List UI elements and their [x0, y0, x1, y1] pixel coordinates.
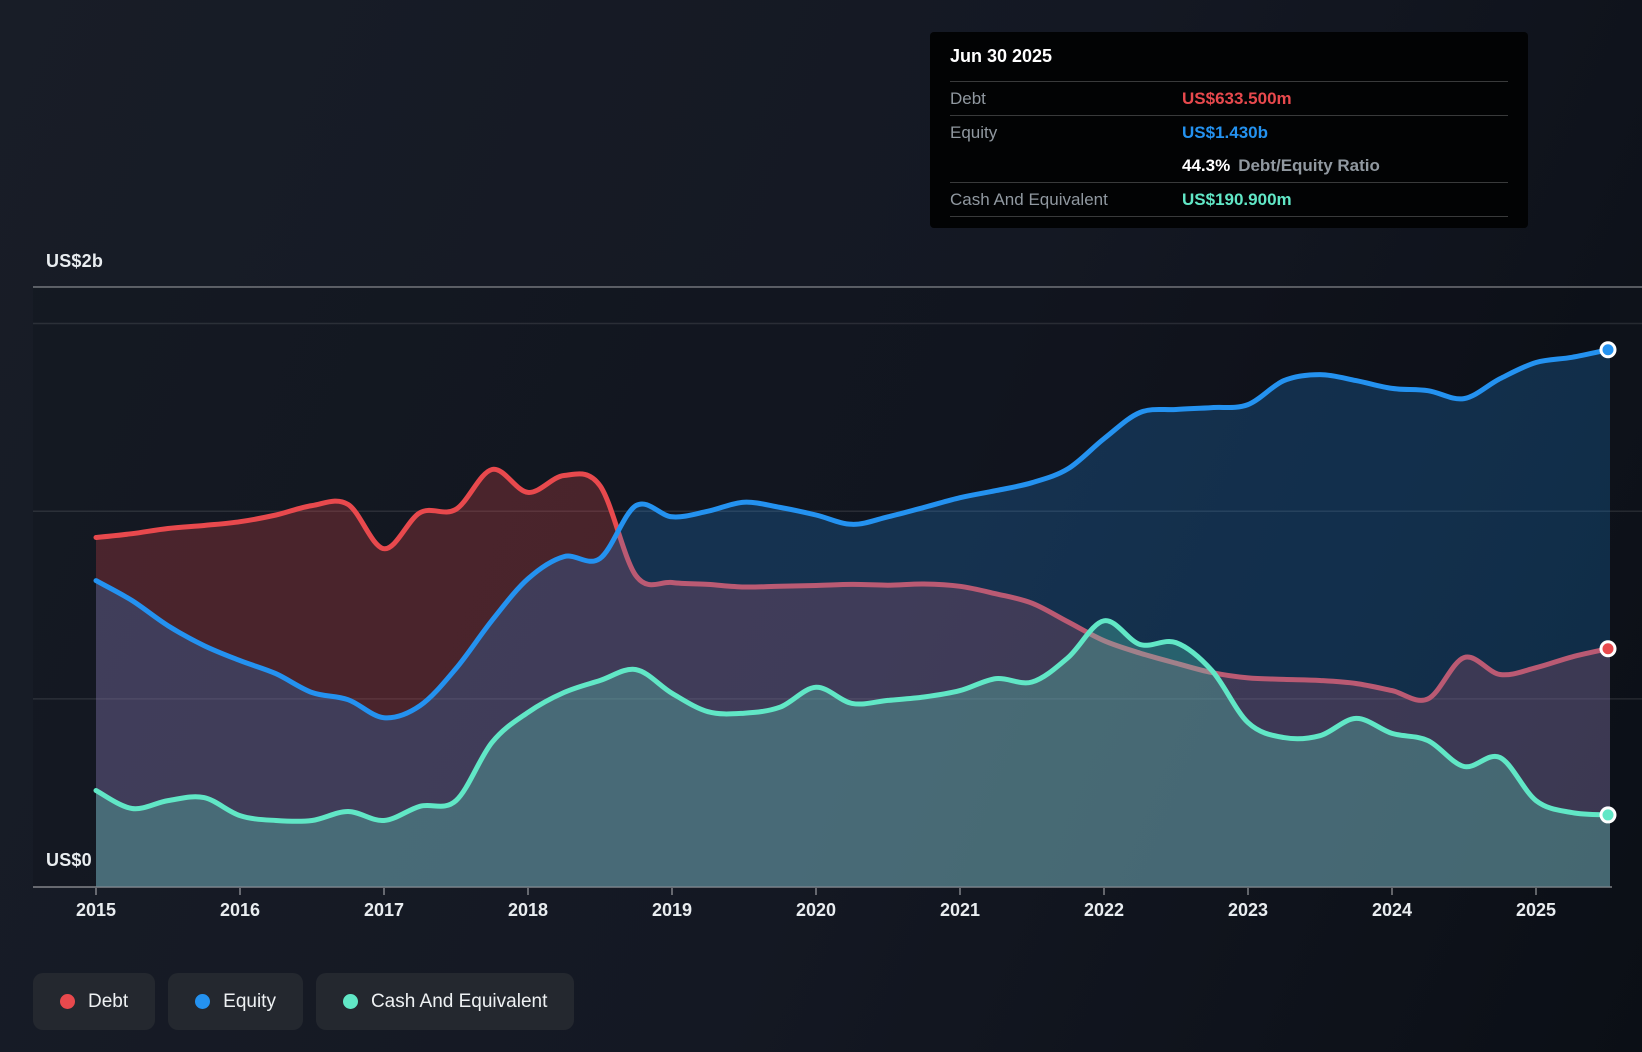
tooltip-debt-label: Debt: [950, 88, 986, 108]
x-tick-label: 2015: [76, 900, 116, 920]
legend-item-equity-label: Equity: [223, 990, 276, 1012]
tooltip-date: Jun 30 2025: [950, 32, 1508, 82]
equity-legend-dot: [195, 994, 211, 1009]
legend-item-equity[interactable]: Equity: [168, 973, 303, 1030]
tooltip-ratio-row: 44.3% Debt/Equity Ratio: [950, 149, 1508, 183]
cash-endpoint-dot: [1599, 806, 1617, 824]
equity-endpoint-dot: [1599, 341, 1617, 359]
x-tick-label: 2025: [1516, 900, 1556, 920]
x-tick-label: 2021: [940, 900, 980, 920]
x-tick-label: 2023: [1228, 900, 1268, 920]
tooltip-ratio-value: 44.3%: [1182, 155, 1231, 175]
cash-legend-dot: [342, 994, 358, 1009]
debt-endpoint-dot: [1599, 640, 1617, 658]
x-tick-label: 2019: [652, 900, 692, 920]
y-axis-label-top: US$2b: [46, 251, 104, 271]
debt-line: [93, 466, 1611, 703]
x-tick-label: 2017: [364, 900, 404, 920]
x-tick-label: 2020: [796, 900, 836, 920]
legend-item-cash[interactable]: Cash And Equivalent: [315, 973, 575, 1030]
tooltip-equity-row: Equity US$1.430b: [950, 116, 1508, 149]
x-tick-label: 2022: [1084, 900, 1124, 920]
cash-area: [96, 620, 1610, 887]
equity-area: [96, 349, 1610, 887]
tooltip-equity-label: Equity: [950, 122, 998, 142]
legend-item-debt[interactable]: Debt: [33, 973, 156, 1030]
equity-line: [93, 347, 1611, 721]
x-tick-label: 2024: [1372, 900, 1412, 920]
x-tick-label: 2018: [508, 900, 548, 920]
chart-tooltip: Jun 30 2025 Debt US$633.500m Equity US$1…: [930, 32, 1528, 228]
y-axis-label-zero: US$0: [46, 850, 92, 870]
cash-line: [93, 618, 1611, 824]
tooltip-cash-value: US$190.900m: [1182, 189, 1292, 209]
tooltip-equity-value: US$1.430b: [1182, 122, 1268, 142]
tooltip-debt-row: Debt US$633.500m: [950, 82, 1508, 116]
debt-legend-dot: [60, 994, 75, 1009]
legend-item-cash-label: Cash And Equivalent: [370, 990, 548, 1012]
tooltip-ratio-label: Debt/Equity Ratio: [1238, 155, 1380, 175]
tooltip-cash-label: Cash And Equivalent: [950, 189, 1108, 209]
chart-legend: Debt Equity Cash And Equivalent: [33, 973, 575, 1030]
debt-area: [96, 469, 1610, 887]
x-tick-label: 2016: [220, 900, 260, 920]
legend-item-debt-label: Debt: [88, 990, 129, 1012]
tooltip-debt-value: US$633.500m: [1182, 88, 1292, 108]
tooltip-cash-row: Cash And Equivalent US$190.900m: [950, 183, 1508, 217]
